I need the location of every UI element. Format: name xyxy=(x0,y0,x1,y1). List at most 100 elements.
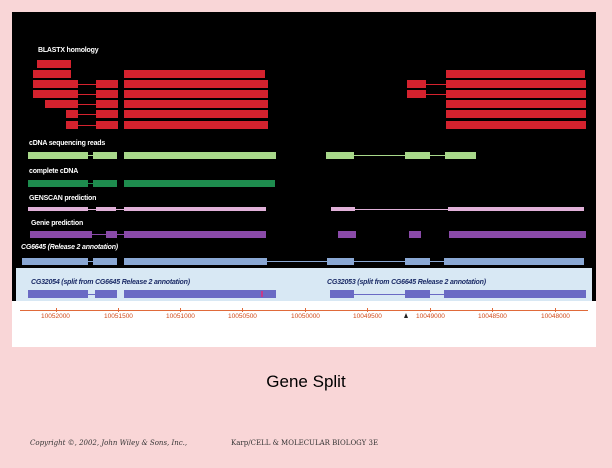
cg32054-link xyxy=(88,294,95,295)
blastx-hit xyxy=(124,80,268,88)
blastx-hit xyxy=(407,90,426,98)
blastx-hit xyxy=(446,121,586,129)
blastx-track-label: BLASTX homology xyxy=(38,47,99,54)
cg32053-link xyxy=(430,294,444,295)
genscan-track-label: GENSCAN prediction xyxy=(29,195,97,202)
blastx-hit xyxy=(446,100,586,108)
blastx-hit xyxy=(96,110,118,118)
blastx-hit xyxy=(96,121,118,129)
release2-link xyxy=(267,261,327,262)
release2-exon xyxy=(22,258,88,265)
cg32054-label: CG32054 (split from CG6645 Release 2 ann… xyxy=(31,279,190,286)
release2-link xyxy=(354,261,405,262)
blastx-hit xyxy=(33,70,71,78)
blastx-hit xyxy=(96,80,118,88)
scale-tick-label: 10048500 xyxy=(478,313,507,320)
cg32054-exon xyxy=(124,290,276,298)
footer-copyright: Copyright ©, 2002, John Wiley & Sons, In… xyxy=(30,439,188,447)
cg32053-label: CG32053 (split from CG6645 Release 2 ann… xyxy=(327,279,486,286)
genie-link xyxy=(92,234,106,235)
blastx-hit xyxy=(446,110,586,118)
scale-tick-label: 10051500 xyxy=(104,313,133,320)
blastx-hit xyxy=(446,70,585,78)
cdna-read-link xyxy=(88,155,93,156)
blastx-hit xyxy=(96,100,118,108)
blastx-hit xyxy=(446,80,586,88)
complete-cdna-track-label: complete cDNA xyxy=(29,168,79,175)
cg32054-exon xyxy=(95,290,117,298)
release2-link xyxy=(430,261,444,262)
blastx-hit xyxy=(124,100,268,108)
cdna-read xyxy=(124,152,276,159)
coordinate-scale xyxy=(12,301,596,347)
scale-tick-label: 10051000 xyxy=(166,313,195,320)
cdna-reads-track-label: cDNA sequencing reads xyxy=(29,140,106,147)
blastx-hit xyxy=(96,90,118,98)
scale-tick xyxy=(56,308,57,312)
cdna-read xyxy=(405,152,430,159)
genie-exon xyxy=(30,231,92,238)
blastx-hit xyxy=(45,100,78,108)
scale-tick-label: 10052000 xyxy=(41,313,70,320)
release2-track-label: CG6645 (Release 2 annotation) xyxy=(21,244,118,251)
complete-cdna-exon xyxy=(124,180,275,187)
scale-tick xyxy=(180,308,181,312)
genscan-link xyxy=(355,209,448,210)
genscan-link xyxy=(88,209,96,210)
release2-exon xyxy=(124,258,267,265)
blastx-hit xyxy=(37,60,71,68)
scale-tick-label: 10050500 xyxy=(228,313,257,320)
scale-tick-label: 10049500 xyxy=(353,313,382,320)
genscan-exon xyxy=(448,207,584,211)
complete-cdna-exon xyxy=(28,180,88,187)
footer-book-title: Karp/CELL & MOLECULAR BIOLOGY 3E xyxy=(231,439,379,447)
cdna-read xyxy=(93,152,117,159)
release2-exon xyxy=(444,258,584,265)
blastx-link xyxy=(78,114,96,115)
scale-tick xyxy=(430,308,431,312)
scale-tick-label: 10050000 xyxy=(291,313,320,320)
genie-track-label: Genie prediction xyxy=(31,220,84,227)
blastx-link xyxy=(426,84,446,85)
scale-tick xyxy=(305,308,306,312)
slide-caption: Gene Split xyxy=(266,372,346,391)
scale-tick xyxy=(555,308,556,312)
genscan-exon xyxy=(96,207,116,211)
blastx-link xyxy=(78,84,96,85)
cg32053-exon xyxy=(330,290,354,298)
genie-exon xyxy=(449,231,586,238)
blastx-link xyxy=(426,94,446,95)
scale-tick xyxy=(367,308,368,312)
release2-exon xyxy=(405,258,430,265)
blastx-hit xyxy=(33,80,78,88)
cg32053-exon xyxy=(405,290,430,298)
genie-exon xyxy=(338,231,356,238)
scale-tick xyxy=(242,308,243,312)
genscan-link xyxy=(116,209,124,210)
genie-exon xyxy=(124,231,266,238)
genie-link xyxy=(117,234,124,235)
split-point-marker xyxy=(404,313,408,318)
cg32053-exon xyxy=(444,290,586,298)
blastx-hit xyxy=(33,90,78,98)
blastx-hit xyxy=(407,80,426,88)
scale-tick-label: 10048000 xyxy=(541,313,570,320)
blastx-hit xyxy=(124,110,268,118)
genie-exon xyxy=(106,231,117,238)
blastx-hit xyxy=(66,110,78,118)
blastx-hit xyxy=(446,90,586,98)
cdna-read xyxy=(326,152,354,159)
cdna-read-link xyxy=(354,155,405,156)
genscan-exon xyxy=(28,207,88,211)
scale-tick-label: 10049000 xyxy=(416,313,445,320)
scale-tick xyxy=(118,308,119,312)
cg32054-exon xyxy=(28,290,88,298)
blastx-link xyxy=(78,94,96,95)
cg32053-link xyxy=(354,294,405,295)
scale-tick xyxy=(492,308,493,312)
blastx-hit xyxy=(124,70,265,78)
release2-exon xyxy=(327,258,354,265)
blastx-hit xyxy=(124,121,268,129)
complete-cdna-link xyxy=(88,183,93,184)
release2-link xyxy=(88,261,93,262)
